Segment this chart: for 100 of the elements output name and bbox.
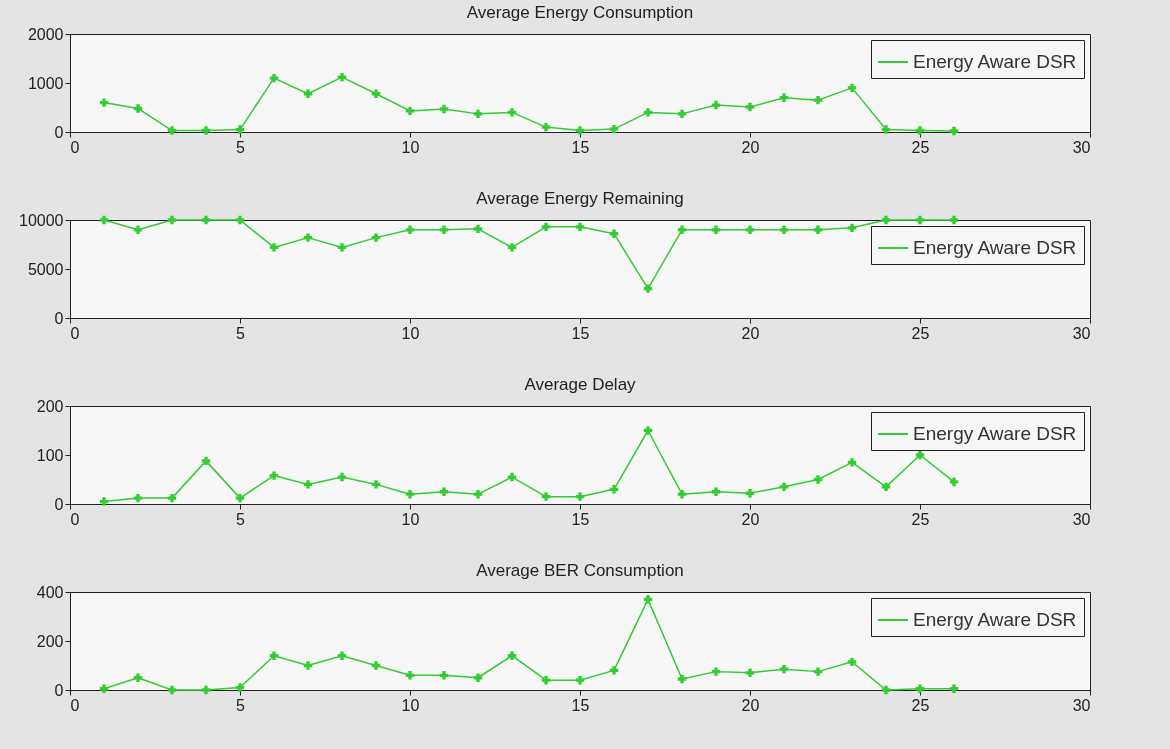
point (303, 89, 313, 98)
point (813, 95, 823, 105)
point (167, 215, 177, 225)
point (99, 215, 109, 225)
point (507, 108, 517, 117)
x-tick-label: 20 (741, 324, 760, 342)
point (643, 426, 653, 435)
point (677, 674, 687, 684)
x-tick-label: 10 (401, 510, 420, 528)
point (609, 485, 619, 494)
point (167, 685, 177, 695)
x-tick-label: 30 (1072, 138, 1091, 156)
point (473, 109, 483, 119)
point (847, 223, 857, 233)
point (303, 480, 313, 489)
point (405, 225, 415, 234)
point (847, 657, 857, 667)
point (201, 215, 211, 225)
chart-title: Average Energy Remaining (476, 189, 684, 208)
x-tick-label: 15 (571, 324, 590, 342)
x-tick-label: 30 (1072, 324, 1091, 342)
y-tick-label: 100 (36, 446, 64, 464)
point (99, 497, 109, 506)
point (779, 93, 789, 102)
x-tick-label: 30 (1072, 696, 1091, 714)
point (949, 477, 959, 487)
point (337, 651, 347, 660)
y-tick-label: 2000 (27, 25, 64, 43)
chart-title: Average BER Consumption (476, 561, 684, 580)
point (473, 224, 483, 233)
x-tick-label: 15 (571, 696, 590, 714)
x-tick-label: 15 (571, 138, 590, 156)
point (337, 243, 347, 252)
point (269, 651, 279, 660)
point (235, 215, 245, 225)
point (949, 126, 959, 136)
point (745, 225, 755, 234)
point (881, 125, 891, 134)
point (915, 450, 925, 460)
point (779, 482, 789, 492)
y-tick-label: 1000 (27, 74, 64, 92)
x-tick-label: 25 (911, 696, 930, 714)
point (609, 124, 619, 134)
y-tick-label: 0 (54, 123, 64, 141)
y-tick-label: 5000 (27, 260, 64, 278)
point (575, 492, 585, 501)
point (439, 671, 449, 680)
point (371, 661, 381, 670)
point (99, 98, 109, 107)
point (745, 489, 755, 498)
x-tick-label: 10 (401, 324, 420, 342)
legend-label: Energy Aware DSR (913, 609, 1077, 630)
point (371, 480, 381, 489)
y-tick-label: 200 (36, 632, 64, 650)
x-tick-label: 5 (236, 324, 246, 342)
point (575, 222, 585, 232)
point (507, 243, 517, 252)
x-tick-label: 0 (70, 696, 80, 714)
x-tick-label: 20 (741, 138, 760, 156)
x-tick-label: 20 (741, 510, 760, 528)
point (269, 471, 279, 480)
point (133, 104, 143, 113)
point (201, 126, 211, 135)
y-tick-label: 0 (54, 309, 64, 327)
point (711, 100, 721, 110)
point (779, 225, 789, 234)
point (439, 487, 449, 496)
point (541, 222, 551, 232)
point (167, 493, 177, 503)
x-tick-label: 25 (911, 138, 930, 156)
point (235, 125, 245, 134)
point (473, 673, 483, 682)
point (541, 676, 551, 685)
point (575, 676, 585, 685)
point (541, 492, 551, 501)
point (643, 595, 653, 604)
point (439, 225, 449, 234)
point (337, 72, 347, 82)
point (201, 685, 211, 695)
point (677, 490, 687, 499)
point (167, 126, 177, 135)
point (949, 684, 959, 693)
point (745, 668, 755, 678)
legend-label: Energy Aware DSR (913, 51, 1077, 72)
point (473, 490, 483, 499)
y-tick-label: 0 (54, 495, 64, 513)
x-tick-label: 5 (236, 696, 246, 714)
point (507, 651, 517, 660)
x-tick-label: 10 (401, 138, 420, 156)
point (541, 122, 551, 132)
point (337, 472, 347, 482)
point (405, 106, 415, 116)
x-tick-label: 25 (911, 324, 930, 342)
legend-label: Energy Aware DSR (913, 423, 1077, 444)
point (133, 493, 143, 503)
point (609, 666, 619, 675)
x-tick-label: 25 (911, 510, 930, 528)
point (745, 102, 755, 112)
point (813, 475, 823, 484)
point (813, 225, 823, 234)
